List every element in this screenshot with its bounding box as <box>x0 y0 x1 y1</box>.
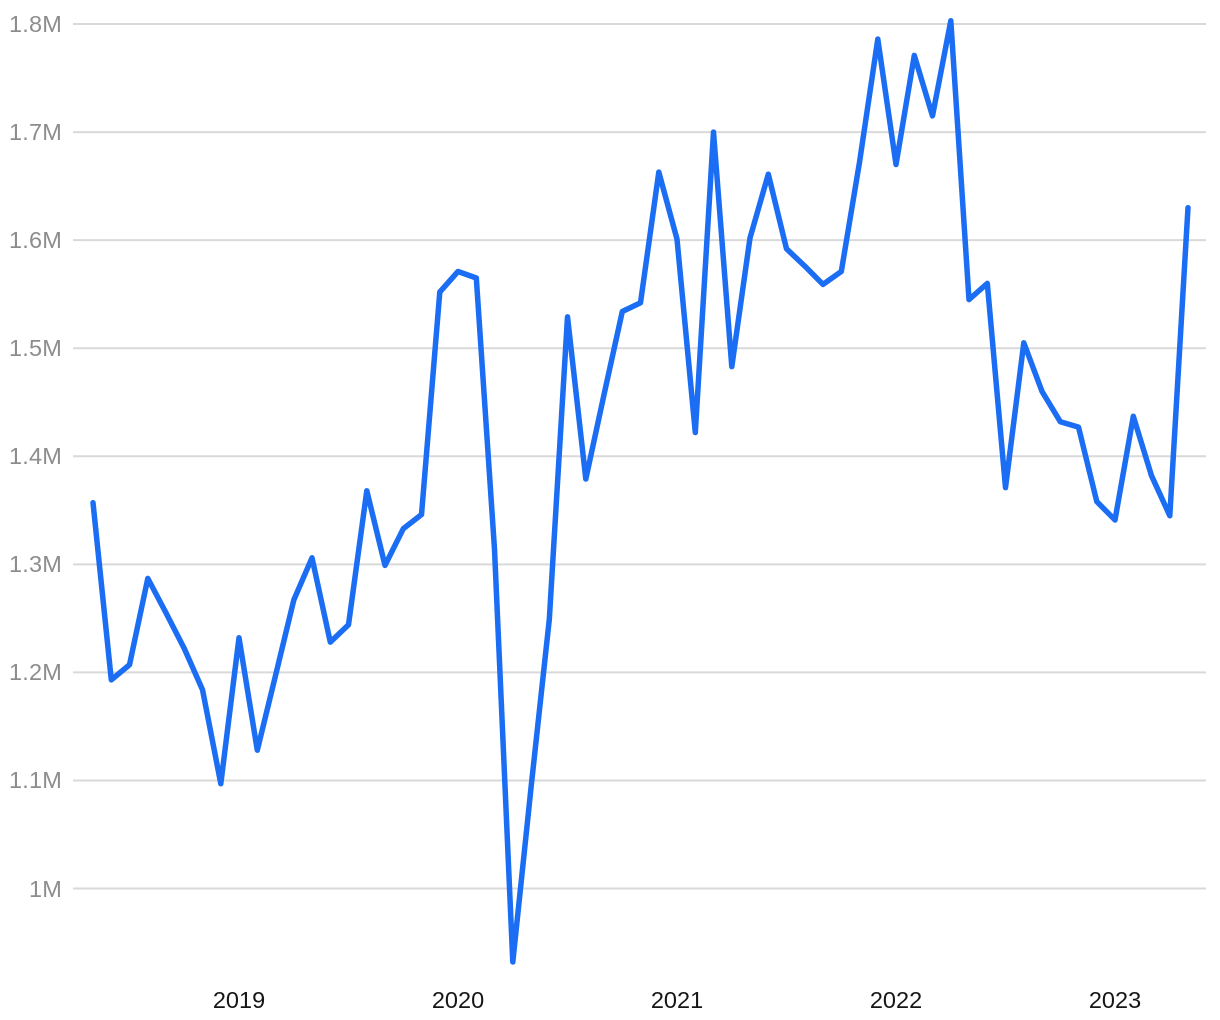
y-axis-tick-label: 1.7M <box>8 119 62 146</box>
y-axis-tick-label: 1.8M <box>8 11 62 38</box>
x-axis-year-label: 2020 <box>431 987 485 1013</box>
y-axis-tick-label: 1.2M <box>8 659 62 686</box>
y-axis-tick-label: 1.5M <box>8 335 62 362</box>
gridlines-group <box>73 23 1206 890</box>
y-axis-tick-label: 1.1M <box>8 767 62 794</box>
y-axis-tick-label: 1.6M <box>8 227 62 254</box>
series-line <box>90 18 1191 965</box>
x-axis-year-label: 2019 <box>212 987 266 1013</box>
y-axis-tick-label: 1.4M <box>8 443 62 470</box>
y-axis-tick-label: 1.3M <box>8 551 62 578</box>
x-axis-year-label: 2022 <box>869 987 923 1013</box>
x-axis-year-label: 2023 <box>1088 987 1142 1013</box>
y-axis-tick-label: 1M <box>28 875 62 902</box>
x-axis-year-label: 2021 <box>650 987 704 1013</box>
